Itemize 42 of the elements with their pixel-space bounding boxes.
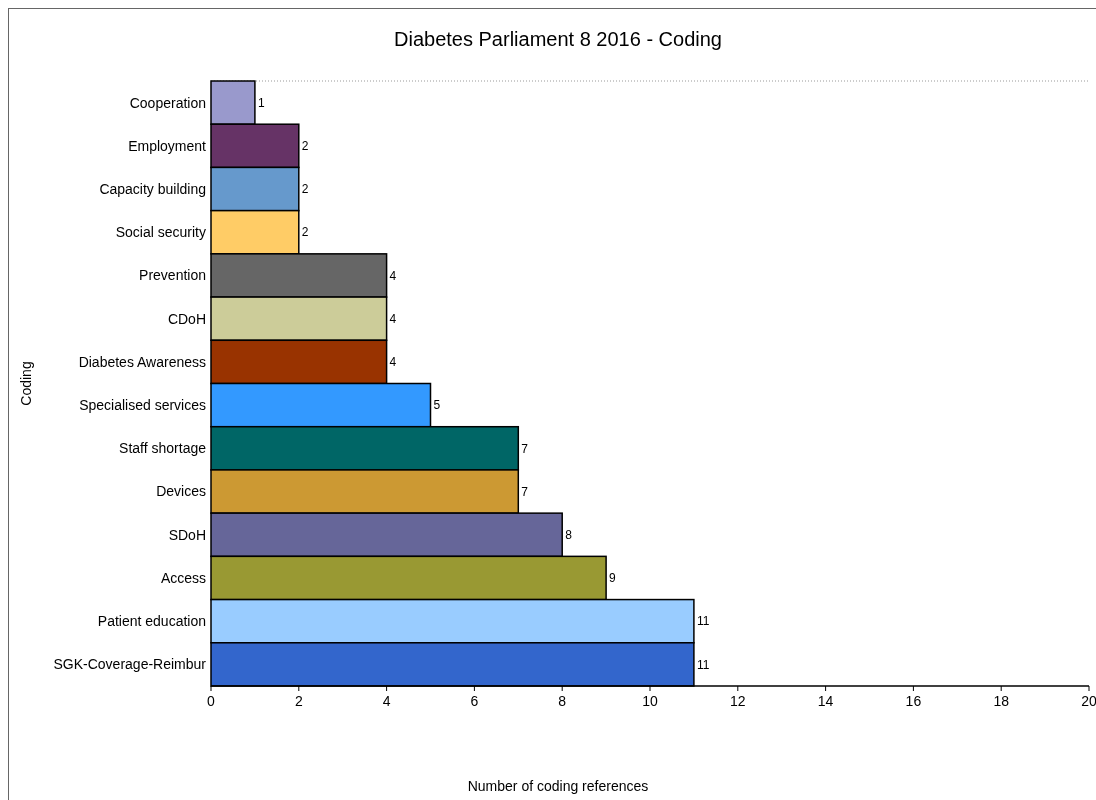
data-label: 8 xyxy=(565,527,573,542)
x-tick-label: 14 xyxy=(817,693,834,709)
y-tick-label: Prevention xyxy=(139,267,206,284)
x-tick-label: 2 xyxy=(294,693,303,709)
data-label: 2 xyxy=(301,182,309,197)
data-label: 1 xyxy=(257,95,265,110)
data-label: 9 xyxy=(609,571,617,586)
x-tick-label: 10 xyxy=(642,693,658,709)
y-tick-label: Diabetes Awareness xyxy=(78,353,206,370)
x-tick-label: 6 xyxy=(470,693,479,709)
data-label: 7 xyxy=(521,484,529,499)
y-tick-label: SGK-Coverage-Reimbur xyxy=(53,656,207,673)
data-label: 4 xyxy=(389,355,397,370)
y-tick-label: Access xyxy=(160,569,206,586)
data-label: 11 xyxy=(696,614,710,629)
chart-title: Diabetes Parliament 8 2016 - Coding xyxy=(394,28,722,50)
x-tick-label: 12 xyxy=(730,693,746,709)
data-label: 4 xyxy=(389,311,397,326)
y-tick-label: Employment xyxy=(128,137,207,154)
x-tick-label: 20 xyxy=(1081,693,1096,709)
data-label: 2 xyxy=(301,225,309,240)
y-tick-label: Social security xyxy=(115,224,206,241)
data-label: 5 xyxy=(433,398,441,413)
x-tick-label: 16 xyxy=(905,693,922,709)
y-tick-label: SDoH xyxy=(168,526,206,543)
y-tick-label: Staff shortage xyxy=(119,440,207,457)
x-tick-label: 18 xyxy=(993,693,1010,709)
y-tick-label: Capacity building xyxy=(99,180,206,197)
data-label: 2 xyxy=(301,139,309,154)
y-axis-title: Coding xyxy=(18,361,34,406)
data-label: 11 xyxy=(696,657,710,672)
x-tick-label: 4 xyxy=(382,693,391,709)
x-tick-label: 0 xyxy=(207,693,216,709)
y-tick-label: Patient education xyxy=(97,613,206,630)
x-tick-label: 8 xyxy=(558,693,567,709)
x-axis-title: Number of coding references xyxy=(467,778,649,794)
y-tick-label: CDoH xyxy=(167,310,206,327)
y-tick-label: Cooperation xyxy=(129,94,206,111)
y-tick-label: Devices xyxy=(156,483,206,500)
data-label: 7 xyxy=(521,441,529,456)
y-tick-label: Specialised services xyxy=(79,397,206,414)
data-label: 4 xyxy=(389,268,397,283)
